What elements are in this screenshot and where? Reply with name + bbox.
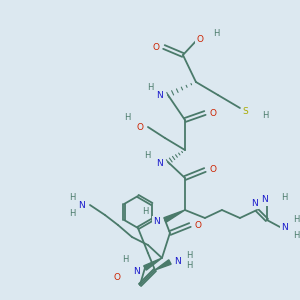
Text: S: S xyxy=(242,106,248,116)
Text: H: H xyxy=(144,151,150,160)
Text: N: N xyxy=(252,199,258,208)
Text: H: H xyxy=(293,215,299,224)
Text: H: H xyxy=(186,260,192,269)
Text: N: N xyxy=(262,196,268,205)
Text: H: H xyxy=(69,208,75,217)
Text: O: O xyxy=(152,43,160,52)
Text: N: N xyxy=(79,200,86,209)
Text: N: N xyxy=(157,91,163,100)
Polygon shape xyxy=(155,260,171,270)
Text: H: H xyxy=(262,112,268,121)
Text: H: H xyxy=(213,28,219,38)
Text: H: H xyxy=(186,250,192,260)
Text: H: H xyxy=(293,230,299,239)
Text: O: O xyxy=(209,166,216,175)
Text: N: N xyxy=(157,160,163,169)
Text: H: H xyxy=(281,194,287,202)
Text: O: O xyxy=(136,122,143,131)
Text: H: H xyxy=(124,113,130,122)
Text: O: O xyxy=(113,272,121,281)
Text: O: O xyxy=(196,35,203,44)
Text: O: O xyxy=(194,220,201,230)
Text: N: N xyxy=(134,266,140,275)
Text: H: H xyxy=(147,83,153,92)
Text: H: H xyxy=(142,208,148,217)
Text: N: N xyxy=(154,218,160,226)
Text: N: N xyxy=(175,257,181,266)
Polygon shape xyxy=(164,210,185,222)
Text: H: H xyxy=(122,256,128,265)
Text: O: O xyxy=(209,109,216,118)
Text: H: H xyxy=(69,194,75,202)
Text: N: N xyxy=(281,223,288,232)
Polygon shape xyxy=(144,258,162,270)
